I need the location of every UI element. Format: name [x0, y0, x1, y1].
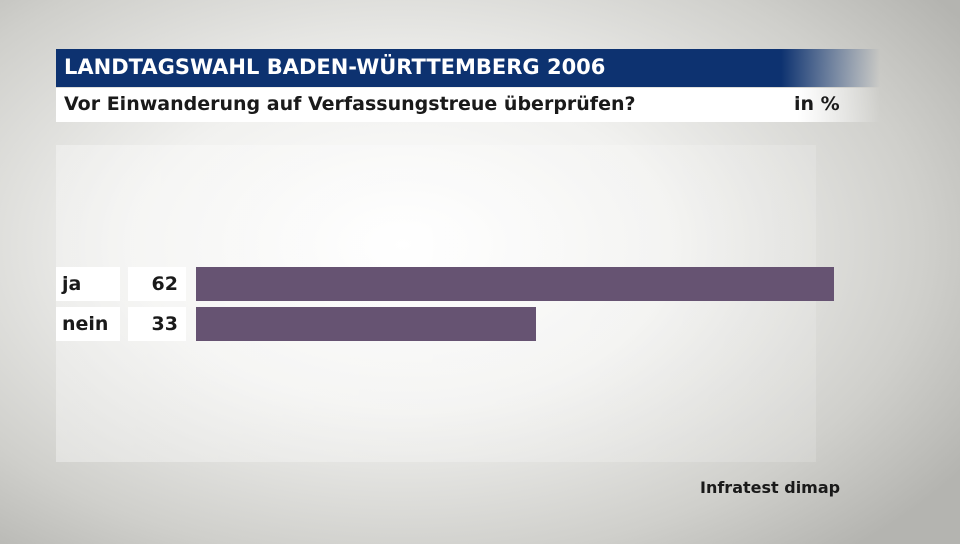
bar-nein: [196, 307, 536, 341]
bar-ja: [196, 267, 834, 301]
category-label-ja: ja: [56, 267, 120, 301]
chart-subtitle-bar: Vor Einwanderung auf Verfassungstreue üb…: [56, 88, 880, 122]
value-label-ja: 62: [128, 267, 186, 301]
chart-title: LANDTAGSWAHL BADEN-WÜRTTEMBERG 2006: [64, 55, 606, 79]
chart-title-bar: LANDTAGSWAHL BADEN-WÜRTTEMBERG 2006: [56, 49, 880, 87]
chart-subtitle: Vor Einwanderung auf Verfassungstreue üb…: [64, 93, 636, 115]
source-label: Infratest dimap: [700, 478, 841, 497]
category-label-nein: nein: [56, 307, 120, 341]
value-label-nein: 33: [128, 307, 186, 341]
unit-label: in %: [794, 93, 840, 115]
chart-panel: [56, 145, 816, 462]
